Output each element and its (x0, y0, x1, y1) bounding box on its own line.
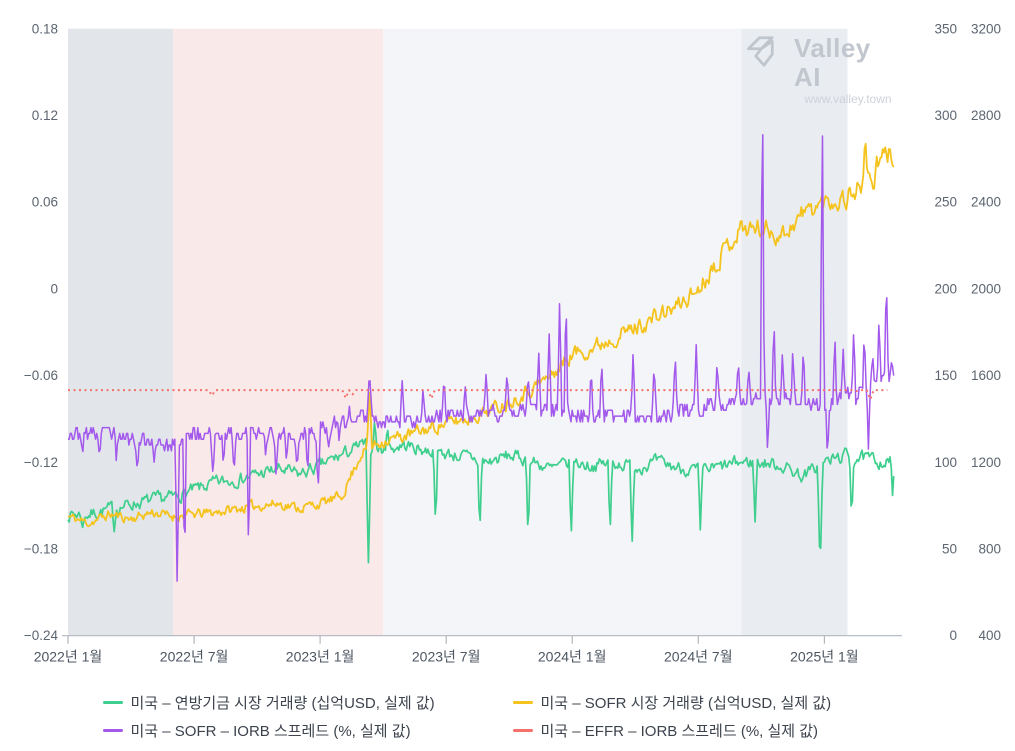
background-band-3 (741, 28, 848, 636)
series-line-ff-volume (67, 422, 895, 564)
right-axis2-label-2: 2400 (971, 195, 1001, 210)
legend-label-sofr-volume: 미국 – SOFR 시장 거래량 (십억USD, 실제 값) (540, 695, 832, 712)
right-axis1-label-4: 150 (934, 368, 957, 383)
legend-item-ff-volume[interactable]: 미국 – 연방기금 시장 거래량 (십억USD, 실제 값) (102, 692, 503, 713)
right-axis2-label-3: 2000 (971, 281, 1001, 296)
right-axis1-label-6: 50 (942, 542, 957, 557)
x-tick-label-0: 2022년 1월 (34, 649, 103, 665)
left-axis-label-3: 0 (50, 281, 58, 296)
right-axis1-label-3: 200 (934, 281, 957, 296)
legend-label-sofr-iorb-spread: 미국 – SOFR – IORB 스프레드 (%, 실제 값) (130, 723, 411, 740)
right-axis1-label-2: 250 (934, 195, 957, 210)
legend-label-effr-iorb-spread: 미국 – EFFR – IORB 스프레드 (%, 실제 값) (540, 723, 819, 740)
legend-item-sofr-volume[interactable]: 미국 – SOFR 시장 거래량 (십억USD, 실제 값) (512, 692, 913, 713)
right-axis1-label-1: 300 (934, 108, 957, 123)
background-band-2 (383, 28, 742, 636)
legend-item-sofr-iorb-spread[interactable]: 미국 – SOFR – IORB 스프레드 (%, 실제 값) (102, 720, 503, 741)
x-tick-label-1: 2022년 7월 (160, 649, 229, 665)
right-axis2-label-5: 1200 (971, 455, 1001, 470)
series-line-effr-iorb-spread (68, 389, 888, 401)
x-tick-label-6: 2025년 1월 (790, 649, 859, 665)
right-axis1-label-0: 350 (934, 21, 957, 36)
right-axis2-label-0: 3200 (971, 21, 1001, 36)
right-axis1-label-7: 0 (949, 628, 957, 643)
left-axis-label-1: 0.12 (32, 108, 58, 123)
legend-marker-effr-iorb-spread (512, 729, 533, 732)
background-band-0 (68, 28, 174, 636)
x-tick-label-5: 2024년 7월 (664, 649, 733, 665)
left-axis-label-6: −0.18 (24, 542, 58, 557)
left-axis-label-0: 0.18 (32, 21, 58, 36)
right-axis2-label-4: 1600 (971, 368, 1001, 383)
left-axis-label-4: −0.06 (24, 368, 58, 383)
chart-legend: 미국 – 연방기금 시장 거래량 (십억USD, 실제 값) 미국 – SOFR … (0, 692, 1015, 741)
right-axis2-label-7: 400 (978, 628, 1001, 643)
right-axis2-label-6: 800 (978, 542, 1001, 557)
left-axis-label-2: 0.06 (32, 195, 58, 210)
left-axis-label-5: −0.12 (24, 455, 58, 470)
x-tick-label-3: 2023년 7월 (412, 649, 481, 665)
legend-marker-ff-volume (102, 701, 123, 704)
series-line-sofr-iorb-spread (68, 134, 895, 582)
legend-label-ff-volume: 미국 – 연방기금 시장 거래량 (십억USD, 실제 값) (130, 695, 435, 712)
right-axis2-label-1: 2800 (971, 108, 1001, 123)
x-tick-label-2: 2023년 1월 (286, 649, 355, 665)
legend-marker-sofr-volume (512, 701, 533, 704)
left-axis-label-7: −0.24 (24, 628, 59, 643)
legend-item-effr-iorb-spread[interactable]: 미국 – EFFR – IORB 스프레드 (%, 실제 값) (512, 720, 913, 741)
x-tick-label-4: 2024년 1월 (538, 649, 607, 665)
background-band-1 (173, 28, 384, 636)
legend-marker-sofr-iorb-spread (102, 729, 123, 732)
right-axis1-label-5: 100 (934, 455, 957, 470)
volume-spread-chart: 2022년 1월 2022년 7월 2023년 1월 2023년 7월 2024년 1월… (24, 21, 1001, 665)
